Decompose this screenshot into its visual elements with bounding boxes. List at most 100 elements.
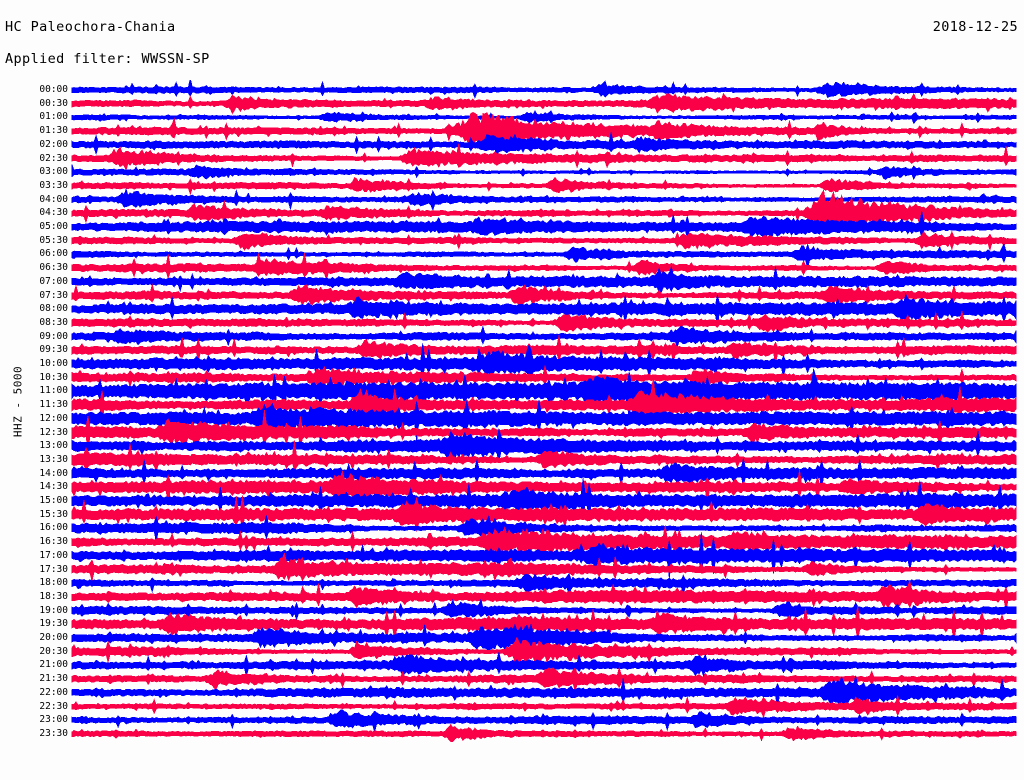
seismic-trace-row <box>71 310 1017 333</box>
time-tick-label: 02:00 <box>39 138 68 150</box>
seismic-trace-row <box>71 525 1017 559</box>
time-tick-label: 12:30 <box>39 426 68 438</box>
seismogram-plot-area: 00:00 00:30 01:00 01:30 02:00 02:30 03:00 03:30… <box>0 80 1024 770</box>
time-tick-label: 20:00 <box>39 632 68 643</box>
time-tick-label: 04:00 <box>39 193 68 205</box>
seismic-trace-row <box>71 478 1017 521</box>
record-date: 2018-12-25 <box>932 19 1018 35</box>
seismic-trace-row <box>71 335 1017 364</box>
time-tick-label: 03:00 <box>39 166 68 178</box>
time-tick-label: 22:00 <box>39 686 68 698</box>
seismic-trace-row <box>71 293 1017 327</box>
seismic-trace-row <box>71 143 1017 172</box>
time-tick-label: 13:00 <box>39 440 68 452</box>
time-tick-label: 17:00 <box>39 549 68 561</box>
seismic-trace-row <box>71 514 1017 543</box>
time-tick-label: 14:30 <box>39 481 68 493</box>
seismic-trace-row <box>71 458 1017 489</box>
time-tick-label: 05:00 <box>39 221 68 232</box>
time-tick-label: 06:00 <box>39 248 68 260</box>
seismic-trace-row <box>71 283 1017 308</box>
seismic-trace-row <box>71 189 1017 231</box>
seismic-trace-row <box>71 636 1017 666</box>
time-tick-label: 22:30 <box>39 700 68 712</box>
seismic-trace-row <box>71 495 1017 533</box>
seismic-trace-row <box>71 675 1017 708</box>
seismic-trace-row <box>71 605 1017 642</box>
seismic-trace-row <box>71 652 1017 678</box>
time-tick-label: 07:00 <box>39 275 68 287</box>
time-tick-label: 21:00 <box>39 659 68 671</box>
time-tick-label: 11:00 <box>39 385 68 397</box>
time-tick-label: 10:30 <box>39 371 68 383</box>
time-tick-label: 01:30 <box>39 125 68 137</box>
seismic-trace-row <box>71 252 1017 281</box>
seismic-trace-row <box>71 80 1017 99</box>
seismic-trace-row <box>71 110 1017 125</box>
seismic-trace-row <box>71 400 1017 443</box>
time-tick-label: 02:30 <box>39 152 68 164</box>
seismic-trace-row <box>71 111 1017 150</box>
time-tick-label: 15:00 <box>39 495 68 506</box>
time-tick-label: 08:00 <box>39 303 68 315</box>
time-tick-label: 23:00 <box>39 714 68 726</box>
seismic-trace-row <box>71 724 1017 742</box>
seismic-trace-row <box>71 666 1017 693</box>
time-tick-label: 17:30 <box>39 563 68 575</box>
time-tick-label: 16:30 <box>39 536 68 548</box>
seismic-trace-row <box>71 532 1017 579</box>
time-tick-label: 20:30 <box>39 645 68 657</box>
seismic-trace-row <box>71 164 1017 181</box>
time-tick-label: 18:00 <box>39 577 68 589</box>
seismic-trace-row <box>71 598 1017 622</box>
time-tick-label: 03:30 <box>39 179 68 191</box>
time-tick-label: 07:30 <box>39 289 68 301</box>
time-tick-label: 18:30 <box>39 590 68 602</box>
applied-filter-label: Applied filter: WWSSN-SP <box>5 51 210 67</box>
time-tick-label: 06:30 <box>39 262 68 274</box>
time-tick-label: 13:30 <box>39 453 68 465</box>
seismic-trace-row <box>71 409 1017 450</box>
seismic-trace-row <box>71 325 1017 348</box>
seismic-trace-row <box>71 428 1017 464</box>
time-tick-label: 00:00 <box>39 84 68 95</box>
time-tick-label: 08:30 <box>39 316 68 328</box>
seismogram-traces <box>71 80 1017 742</box>
seismic-trace-row <box>71 709 1017 733</box>
time-tick-label: 00:30 <box>39 97 68 109</box>
seismic-trace-row <box>71 131 1017 157</box>
time-tick-label: 16:00 <box>39 522 68 534</box>
seismic-trace-row <box>71 579 1017 611</box>
seismic-trace-row <box>71 188 1017 212</box>
time-tick-label: 19:00 <box>39 604 68 616</box>
station-title: HC Paleochora-Chania <box>5 19 176 35</box>
time-tick-label: 12:00 <box>39 412 68 424</box>
seismic-trace-row <box>71 623 1017 652</box>
time-tick-label: 11:30 <box>39 399 68 411</box>
time-tick-label: 10:00 <box>39 358 68 369</box>
time-tick-label: 09:30 <box>39 344 68 356</box>
time-tick-label: 21:30 <box>39 673 68 685</box>
seismic-trace-row <box>71 440 1017 473</box>
time-tick-label: 15:30 <box>39 508 68 520</box>
time-tick-label: 01:00 <box>39 111 68 123</box>
seismic-trace-row <box>71 176 1017 196</box>
seismic-trace-row <box>71 343 1017 382</box>
time-tick-label: 05:30 <box>39 234 68 246</box>
seismic-trace-row <box>71 243 1017 269</box>
time-tick-label: 19:30 <box>39 618 68 630</box>
seismic-trace-row <box>71 469 1017 506</box>
time-tick-label: 14:00 <box>39 467 68 479</box>
seismic-trace-row <box>71 265 1017 294</box>
seismic-trace-row <box>71 92 1017 115</box>
seismic-trace-row <box>71 573 1017 597</box>
time-tick-label: 04:30 <box>39 207 68 219</box>
seismic-trace-row <box>71 552 1017 582</box>
seismic-trace-row <box>71 365 1017 390</box>
seismic-trace-row <box>71 211 1017 240</box>
seismic-trace-row <box>71 694 1017 719</box>
time-tick-label: 23:30 <box>39 727 68 739</box>
time-tick-label: 09:00 <box>39 330 68 342</box>
seismic-trace-row <box>71 230 1017 252</box>
